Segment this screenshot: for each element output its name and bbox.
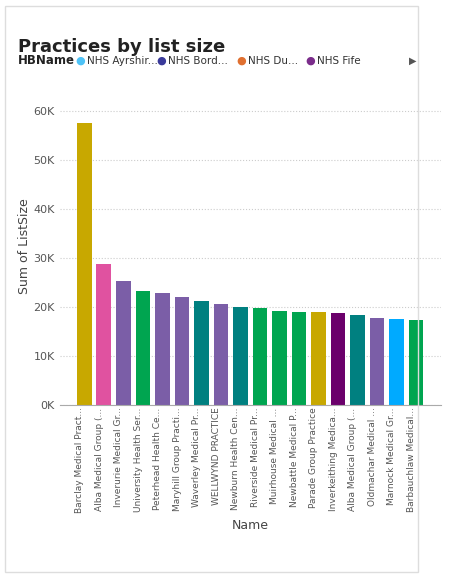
Y-axis label: Sum of ListSize: Sum of ListSize [17, 198, 31, 294]
X-axis label: Name: Name [232, 519, 269, 532]
Bar [409, 320, 423, 405]
Text: ●: ● [236, 55, 246, 66]
Bar [389, 318, 404, 405]
Bar [116, 281, 131, 405]
Text: NHS Bord...: NHS Bord... [168, 55, 227, 66]
Bar [194, 301, 209, 405]
Bar [330, 313, 345, 405]
Bar [174, 297, 189, 405]
Text: ●: ● [76, 55, 85, 66]
Bar [350, 314, 365, 405]
Bar [272, 311, 287, 405]
Bar [233, 307, 248, 405]
Text: Practices by list size: Practices by list size [18, 38, 226, 55]
Text: ●: ● [305, 55, 315, 66]
Text: ●: ● [156, 55, 166, 66]
Bar [77, 123, 92, 405]
Text: ▶: ▶ [409, 55, 416, 66]
Bar [135, 291, 150, 405]
Bar [252, 308, 267, 405]
Text: NHS Ayrshir...: NHS Ayrshir... [87, 55, 158, 66]
Text: NHS Fife: NHS Fife [317, 55, 360, 66]
Bar [311, 312, 326, 405]
Text: HBName: HBName [18, 54, 75, 67]
Bar [213, 304, 228, 405]
Text: NHS Du...: NHS Du... [248, 55, 298, 66]
Bar [96, 264, 111, 405]
Bar [155, 293, 170, 405]
Bar [291, 312, 306, 405]
Bar [369, 317, 384, 405]
